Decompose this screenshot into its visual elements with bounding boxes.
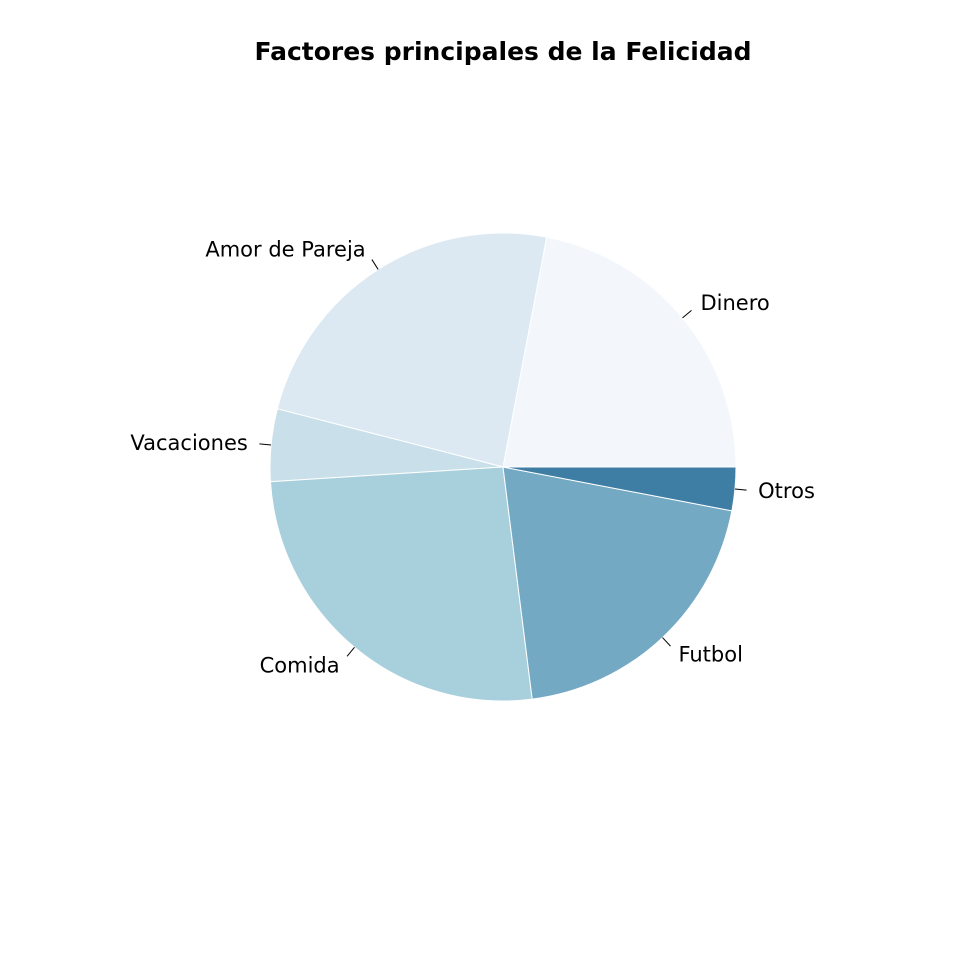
pie-leader-line [682, 309, 692, 319]
pie-labels: Dinero Amor de Pareja Vacaciones Comida Futb… [130, 238, 814, 678]
pie-slice-comida [269, 466, 533, 702]
pie-leader-line [662, 637, 671, 647]
pie-label: Comida [260, 653, 340, 677]
pie-label: Amor de Pareja [205, 238, 365, 262]
pie-label: Vacaciones [130, 431, 247, 455]
pie-slice-futbol [502, 466, 733, 700]
pie-slices [269, 232, 737, 702]
pie-leader-line [734, 488, 747, 491]
pie-label: Otros [758, 479, 815, 503]
pie-slice-otros [502, 466, 737, 512]
pie-label: Futbol [678, 643, 743, 667]
pie-leader-line [259, 443, 272, 446]
pie-label: Dinero [700, 291, 769, 315]
chart-title: Factores principales de la Felicidad [254, 37, 751, 66]
pie-leader-line [371, 259, 379, 270]
pie-leader-line [346, 646, 355, 657]
